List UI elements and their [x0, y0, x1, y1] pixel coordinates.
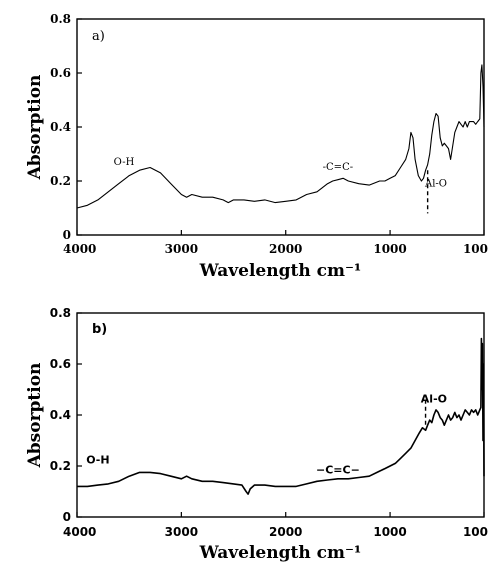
band-annotation: -C=C- — [323, 162, 353, 173]
y-tick-label: 0.2 — [50, 459, 71, 473]
y-tick-label: 0.8 — [50, 12, 71, 26]
y-tick-label: 0.8 — [50, 306, 71, 320]
band-annotation: Al-O — [421, 392, 447, 405]
y-axis-title: Absorption — [25, 75, 45, 181]
x-tick-label: 2000 — [269, 525, 302, 539]
y-tick-label: 0.6 — [50, 357, 71, 371]
y-tick-label: 0 — [63, 510, 71, 524]
x-axis-title: Wavelength cm⁻¹ — [199, 261, 362, 281]
spectrum-line — [77, 337, 485, 495]
chart-panel-a: 0 0.2 0.4 0.6 0.8 4000 3000 2000 1000 100 Waveleng… — [25, 12, 488, 281]
x-tick-label: 2000 — [269, 242, 302, 256]
x-tick-label: 100 — [463, 525, 488, 539]
y-axis-title: Absorption — [25, 363, 45, 469]
spectrum-line — [76, 64, 485, 209]
band-annotation: −C=C− — [316, 464, 360, 477]
y-tick-label: 0 — [63, 228, 71, 242]
x-tick-label: 1000 — [373, 242, 406, 256]
panel-label: a) — [92, 29, 105, 44]
y-tick-label: 0.4 — [50, 120, 71, 134]
band-annotation: Al-O — [424, 178, 447, 189]
band-annotation: O-H — [114, 157, 135, 168]
x-tick-label: 3000 — [165, 525, 198, 539]
x-tick-label: 1000 — [373, 525, 406, 539]
x-tick-label: 3000 — [165, 242, 198, 256]
panel-label: b) — [92, 322, 107, 337]
x-tick-label: 4000 — [63, 525, 96, 539]
plot-frame — [76, 18, 485, 236]
x-tick-label: 4000 — [63, 242, 96, 256]
y-tick-label: 0.2 — [50, 174, 71, 188]
y-tick-label: 0.4 — [50, 408, 71, 422]
band-annotation: O-H — [86, 453, 109, 466]
y-tick-label: 0.6 — [50, 66, 71, 80]
x-axis-title: Wavelength cm⁻¹ — [199, 543, 362, 563]
chart-panel-b: 0 0.2 0.4 0.6 0.8 4000 3000 2000 1000 100 Waveleng… — [25, 306, 488, 563]
x-tick-label: 100 — [463, 242, 488, 256]
